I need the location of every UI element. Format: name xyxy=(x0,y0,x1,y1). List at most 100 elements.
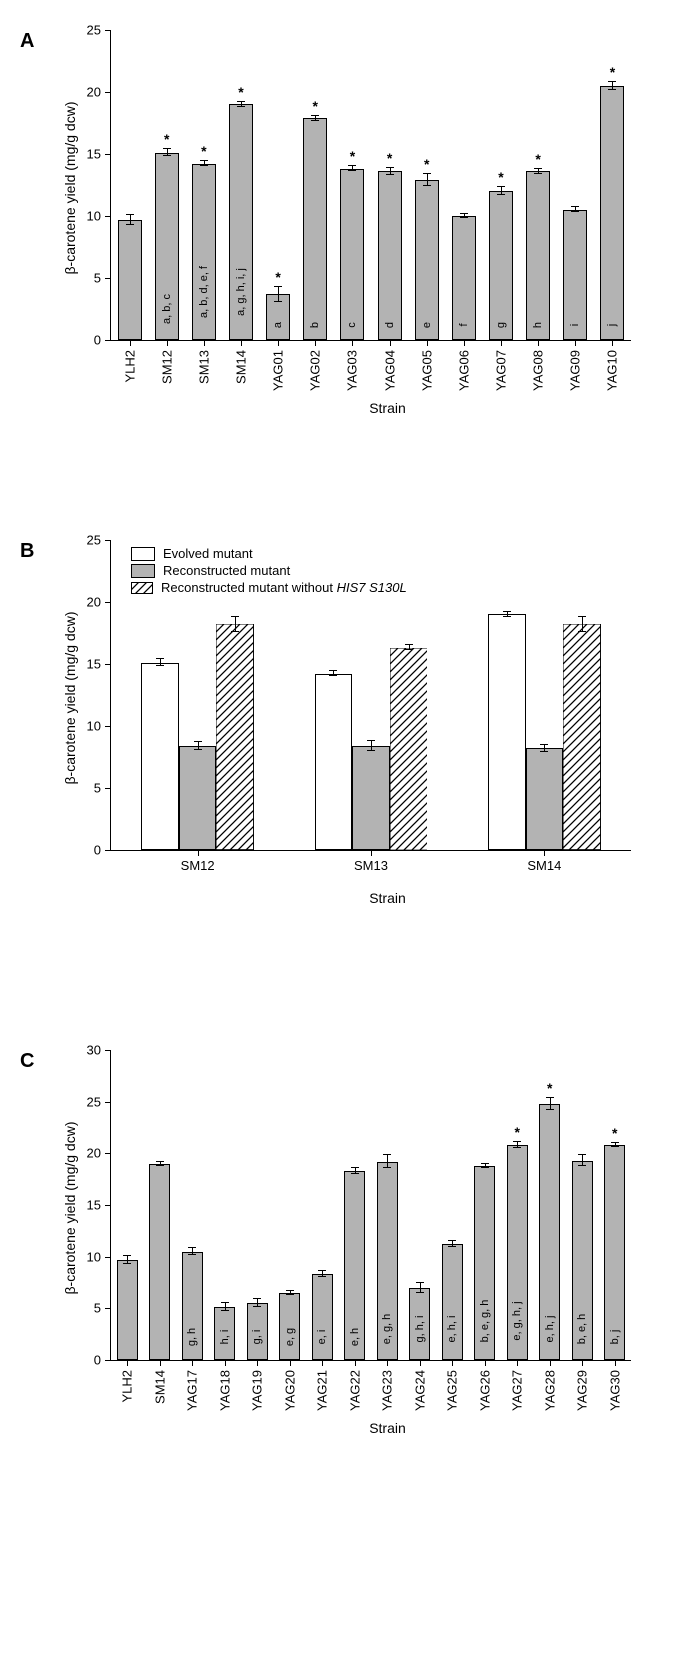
xtick-label: YLH2 xyxy=(120,1370,135,1403)
bar-inner-label: e, h, i xyxy=(446,1315,458,1342)
panel-a-plotarea: 0510152025YLH2*a, b, cSM12*a, b, d, e, f… xyxy=(110,30,631,341)
panel-a-ylabel: β-carotene yield (mg/g dcw) xyxy=(62,48,78,328)
bar-inner-label: g, h, i xyxy=(414,1315,426,1342)
significance-star: * xyxy=(535,151,540,167)
xtick-label: YAG07 xyxy=(494,350,509,391)
xtick-label: YAG06 xyxy=(456,350,471,391)
significance-star: * xyxy=(201,143,206,159)
xtick-label: YAG02 xyxy=(308,350,323,391)
significance-star: * xyxy=(313,98,318,114)
xtick-label: YAG29 xyxy=(575,1370,590,1411)
bar-inner-label: c xyxy=(346,323,358,329)
bar-inner-label: a, b, d, e, f xyxy=(198,266,210,318)
ytick-label: 20 xyxy=(87,1146,101,1161)
bar-SM13-s0 xyxy=(315,674,353,850)
xtick-label: YAG30 xyxy=(607,1370,622,1411)
xtick-label: YAG21 xyxy=(315,1370,330,1411)
bar-YAG03 xyxy=(340,169,364,340)
panel-b-xlabel: Strain xyxy=(128,890,648,906)
panel-c-xlabel: Strain xyxy=(128,1420,648,1436)
significance-star: * xyxy=(238,84,243,100)
bar-YAG10 xyxy=(600,86,624,340)
xtick-label: YAG22 xyxy=(347,1370,362,1411)
significance-star: * xyxy=(610,64,615,80)
bar-SM14-s1 xyxy=(526,748,564,850)
xtick-label: SM12 xyxy=(159,350,174,384)
ytick-label: 15 xyxy=(87,657,101,672)
bar-inner-label: g, i xyxy=(251,1330,263,1345)
panel-c-ylabel: β-carotene yield (mg/g dcw) xyxy=(62,1068,78,1348)
bar-inner-label: d xyxy=(384,322,396,328)
panel-c: C β-carotene yield (mg/g dcw) 0510152025… xyxy=(20,1050,665,1520)
xtick-label: YAG20 xyxy=(282,1370,297,1411)
panel-c-label: C xyxy=(20,1050,34,1073)
bar-inner-label: f xyxy=(458,324,470,327)
panel-b-ylabel: β-carotene yield (mg/g dcw) xyxy=(62,558,78,838)
bar-inner-label: a, b, c xyxy=(161,294,173,324)
xtick-label: YAG09 xyxy=(568,350,583,391)
legend-swatch xyxy=(131,582,153,594)
panel-b: B β-carotene yield (mg/g dcw) Evolved mu… xyxy=(20,540,665,1010)
ytick-label: 25 xyxy=(87,23,101,38)
bar-YAG20 xyxy=(279,1293,300,1360)
xtick-label: YLH2 xyxy=(122,350,137,383)
xtick-label: YAG08 xyxy=(531,350,546,391)
bar-inner-label: a, g, h, i, j xyxy=(235,268,247,316)
bar-inner-label: e, h xyxy=(349,1328,361,1346)
significance-star: * xyxy=(424,156,429,172)
legend-item: Evolved mutant xyxy=(131,546,407,561)
xtick-label: YAG18 xyxy=(217,1370,232,1411)
legend-label: Reconstructed mutant xyxy=(163,563,290,578)
significance-star: * xyxy=(387,150,392,166)
bar-YLH2 xyxy=(117,1260,138,1360)
ytick-label: 25 xyxy=(87,533,101,548)
panel-b-label: B xyxy=(20,540,34,563)
xtick-label: SM14 xyxy=(527,858,561,873)
ytick-label: 20 xyxy=(87,85,101,100)
significance-star: * xyxy=(164,131,169,147)
panel-a-label: A xyxy=(20,30,34,53)
bar-inner-label: b xyxy=(309,322,321,328)
significance-star: * xyxy=(612,1125,617,1141)
ytick-label: 10 xyxy=(87,1249,101,1264)
xtick-label: YAG24 xyxy=(412,1370,427,1411)
ytick-label: 5 xyxy=(94,1301,101,1316)
bar-inner-label: e, g xyxy=(284,1328,296,1346)
bar-YAG30 xyxy=(604,1145,625,1360)
bar-SM14-s0 xyxy=(488,614,526,850)
xtick-label: YAG23 xyxy=(380,1370,395,1411)
xtick-label: YAG27 xyxy=(510,1370,525,1411)
bar-YAG21 xyxy=(312,1274,333,1360)
bar-inner-label: e, g, h xyxy=(381,1313,393,1344)
bar-inner-label: h, i xyxy=(219,1330,231,1345)
ytick-label: 5 xyxy=(94,271,101,286)
bar-YAG02 xyxy=(303,118,327,340)
bar-SM12-s1 xyxy=(179,746,217,850)
xtick-label: YAG28 xyxy=(542,1370,557,1411)
significance-star: * xyxy=(498,169,503,185)
xtick-label: SM14 xyxy=(152,1370,167,1404)
ytick-label: 20 xyxy=(87,595,101,610)
bar-SM12-s2 xyxy=(216,624,254,850)
bar-inner-label: g, h xyxy=(186,1328,198,1346)
significance-star: * xyxy=(515,1124,520,1140)
bar-inner-label: e, h, j xyxy=(544,1315,556,1342)
xtick-label: YAG25 xyxy=(445,1370,460,1411)
bar-inner-label: a xyxy=(272,322,284,328)
ytick-label: 0 xyxy=(94,843,101,858)
legend-item: Reconstructed mutant without HIS7 S130L xyxy=(131,580,407,595)
bar-SM13-s2 xyxy=(390,648,428,850)
bar-YAG25 xyxy=(442,1244,463,1360)
bar-inner-label: e, i xyxy=(316,1330,328,1345)
bar-inner-label: b, e, h xyxy=(576,1313,588,1344)
ytick-label: 15 xyxy=(87,1198,101,1213)
bar-YAG08 xyxy=(526,171,550,340)
ytick-label: 30 xyxy=(87,1043,101,1058)
significance-star: * xyxy=(547,1080,552,1096)
ytick-label: 10 xyxy=(87,719,101,734)
bar-inner-label: g xyxy=(495,322,507,328)
xtick-label: YAG10 xyxy=(605,350,620,391)
bar-inner-label: b, e, g, h xyxy=(479,1299,491,1342)
bar-YAG09 xyxy=(563,210,587,340)
bar-SM12-s0 xyxy=(141,663,179,850)
